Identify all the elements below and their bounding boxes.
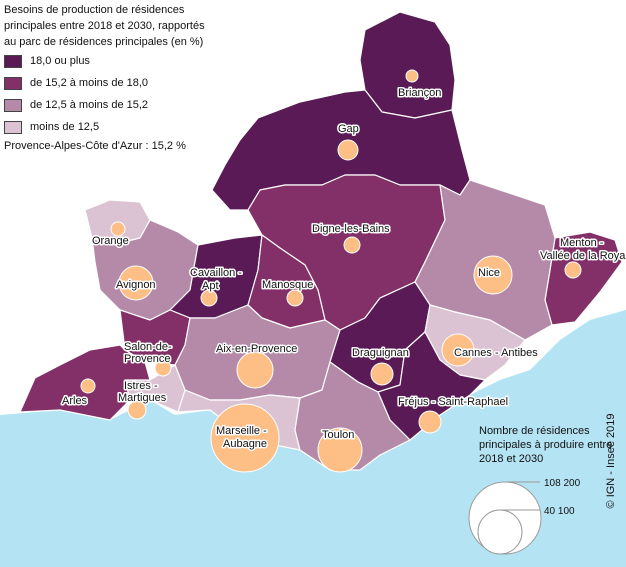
legend-class-1: 18,0 ou plus	[4, 50, 206, 72]
legend-circle-min	[477, 509, 523, 555]
label-orange: Orange	[92, 235, 129, 247]
circle-manosque	[286, 289, 304, 307]
circle-size-legend: 108 200 40 100	[468, 478, 581, 555]
label-gap: Gap	[338, 123, 359, 135]
legend-swatch	[4, 120, 22, 134]
label-istres-1: Istres -	[124, 380, 158, 392]
label-briancon: Briançon	[398, 87, 441, 99]
circle-nice	[473, 255, 513, 295]
label-draguignan: Draguignan	[352, 347, 409, 359]
circle-briancon	[405, 69, 419, 83]
label-marseille-2: Aubagne	[223, 438, 267, 450]
region-average: Provence-Alpes-Côte d'Azur : 15,2 %	[4, 140, 186, 152]
label-avignon: Avignon	[116, 279, 156, 291]
circle-avignon	[118, 265, 154, 301]
circle-draguignan	[370, 362, 394, 386]
legend-title: Besoins de production de résidences prin…	[4, 4, 205, 48]
circle-digne	[343, 236, 361, 254]
label-istres-2: Martigues	[118, 392, 167, 404]
circle-marseille	[210, 403, 280, 473]
legend-class-label: moins de 12,5	[30, 121, 100, 133]
legend-class-2: de 15,2 à moins de 18,0	[4, 72, 206, 94]
label-digne: Digne-les-Bains	[312, 223, 390, 235]
circle-cannes	[441, 333, 475, 367]
choropleth-legend: Besoins de production de résidences prin…	[0, 0, 210, 158]
label-toulon: Toulon	[322, 429, 354, 441]
label-marseille-1: Marseille -	[216, 425, 267, 437]
label-salon-1: Salon-de-	[124, 341, 172, 353]
circle-orange	[110, 221, 126, 237]
circle-menton	[564, 261, 582, 279]
sea	[0, 310, 626, 567]
legend-class-label: de 12,5 à moins de 15,2	[30, 99, 149, 111]
label-salon-2: Provence	[124, 353, 170, 365]
label-cannes: Cannes - Antibes	[454, 347, 538, 359]
circle-frejus	[418, 410, 442, 434]
label-manosque: Manosque	[262, 279, 313, 291]
label-cavaillon-2: Apt	[202, 280, 219, 292]
label-arles: Arles	[62, 395, 88, 407]
legend-swatch	[4, 76, 22, 90]
label-aix: Aix-en-Provence	[216, 343, 297, 355]
circle-salon	[154, 359, 172, 377]
circle-cavaillon	[200, 289, 218, 307]
legend-min-label: 40 100	[544, 506, 575, 517]
circle-arles	[80, 378, 96, 394]
label-menton-2: Vallée de la Roya	[540, 250, 626, 262]
label-menton-1: Menton -	[560, 237, 604, 249]
legend-class-label: 18,0 ou plus	[30, 55, 90, 67]
circle-legend-title: Nombre de résidences principales à produ…	[479, 425, 613, 465]
circle-istres	[127, 400, 147, 420]
label-frejus: Fréjus - Saint-Raphael	[398, 396, 508, 408]
legend-class-4: moins de 12,5	[4, 116, 206, 138]
legend-class-label: de 15,2 à moins de 18,0	[30, 77, 149, 89]
label-cavaillon-1: Cavaillon -	[190, 267, 242, 279]
legend-max-label: 108 200	[544, 478, 581, 489]
circle-gap	[337, 139, 359, 161]
copyright: © IGN - Insee 2019	[605, 413, 617, 509]
circle-aix	[236, 351, 274, 389]
legend-swatch	[4, 54, 22, 68]
circle-toulon	[317, 427, 363, 473]
legend-class-3: de 12,5 à moins de 15,2	[4, 94, 206, 116]
legend-swatch	[4, 98, 22, 112]
label-nice: Nice	[478, 267, 500, 279]
